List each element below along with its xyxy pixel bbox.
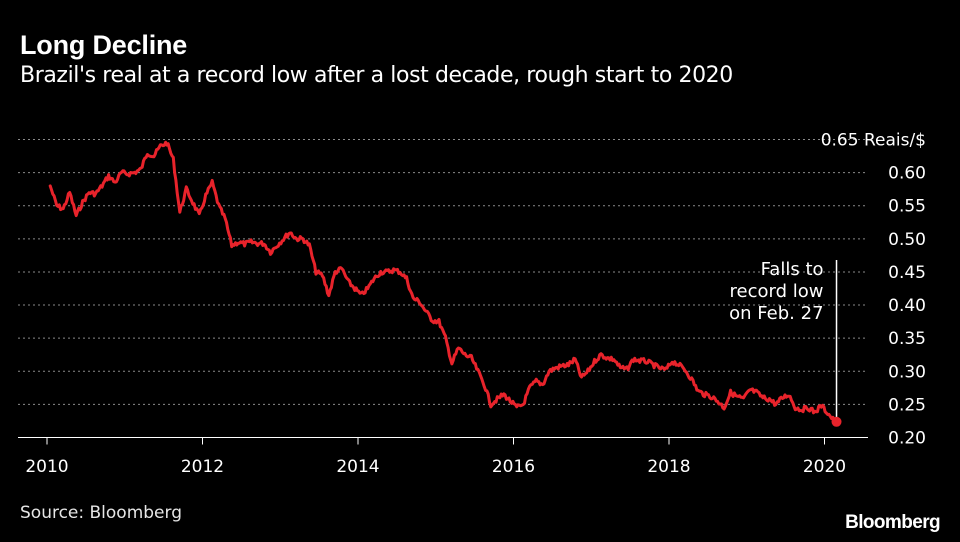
- annotation-text: record low: [730, 281, 824, 302]
- series-line: [48, 140, 838, 425]
- x-tick-label: 2016: [492, 457, 535, 477]
- y-tick-label: 0.45: [888, 263, 926, 283]
- bloomberg-logo: Bloomberg: [845, 512, 940, 533]
- chart-title: Long Decline: [20, 30, 188, 60]
- y-tick-label: 0.20: [888, 429, 926, 449]
- y-tick-label: 0.40: [888, 296, 926, 316]
- x-tick-label: 2018: [647, 457, 690, 477]
- y-tick-label: 0.50: [888, 230, 926, 250]
- gridlines: [18, 139, 868, 405]
- x-tick-label: 2010: [25, 457, 68, 477]
- y-tick-label: 0.30: [888, 362, 926, 382]
- x-axis: 2010 2012 2014 2016 2018 2020: [18, 437, 868, 477]
- y-tick-label: 0.65 Reais/$: [821, 131, 926, 151]
- record-low-marker: [831, 416, 842, 427]
- series-layer: [48, 140, 838, 425]
- chart-subtitle: Brazil's real at a record low after a lo…: [20, 63, 733, 88]
- annotation-text: on Feb. 27: [729, 303, 823, 324]
- x-tick-label: 2012: [181, 457, 224, 477]
- y-axis-ticks: 0.65 Reais/$ 0.60 0.55 0.50 0.45 0.40 0.35 0.30…: [821, 131, 926, 449]
- y-tick-label: 0.25: [888, 395, 926, 415]
- y-tick-label: 0.60: [888, 164, 926, 184]
- y-tick-label: 0.55: [888, 197, 926, 217]
- x-tick-label: 2020: [803, 457, 846, 477]
- source-note: Source: Bloomberg: [20, 503, 182, 523]
- y-tick-label: 0.35: [888, 329, 926, 349]
- x-tick-label: 2014: [336, 457, 379, 477]
- annotation-text: Falls to: [761, 259, 824, 280]
